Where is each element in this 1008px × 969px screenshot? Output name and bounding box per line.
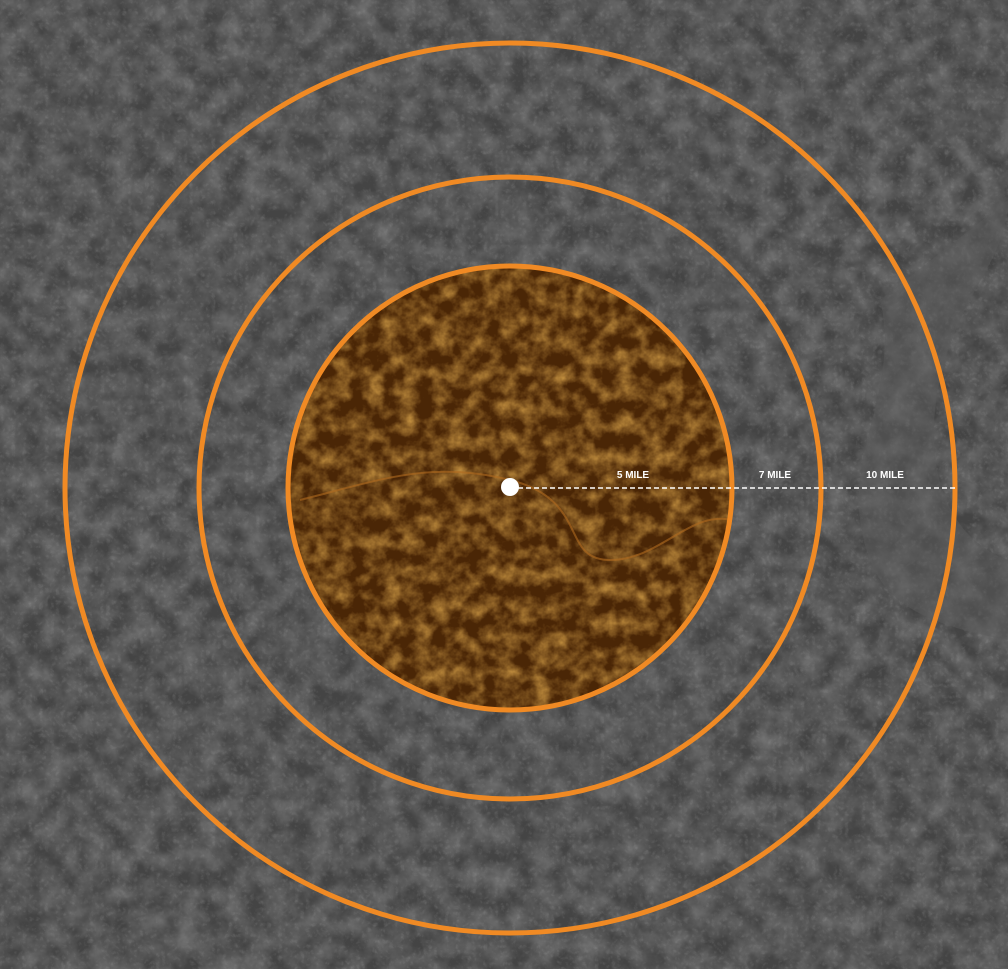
ring-label: 10 MILE — [866, 470, 904, 481]
water — [858, 200, 1008, 640]
road — [299, 470, 730, 562]
ring-label: 7 MILE — [759, 470, 792, 481]
ring-5-mile — [285, 263, 735, 713]
center-point — [501, 478, 519, 496]
ring-7-mile — [196, 174, 824, 802]
ring-label: 5 MILE — [617, 470, 650, 481]
